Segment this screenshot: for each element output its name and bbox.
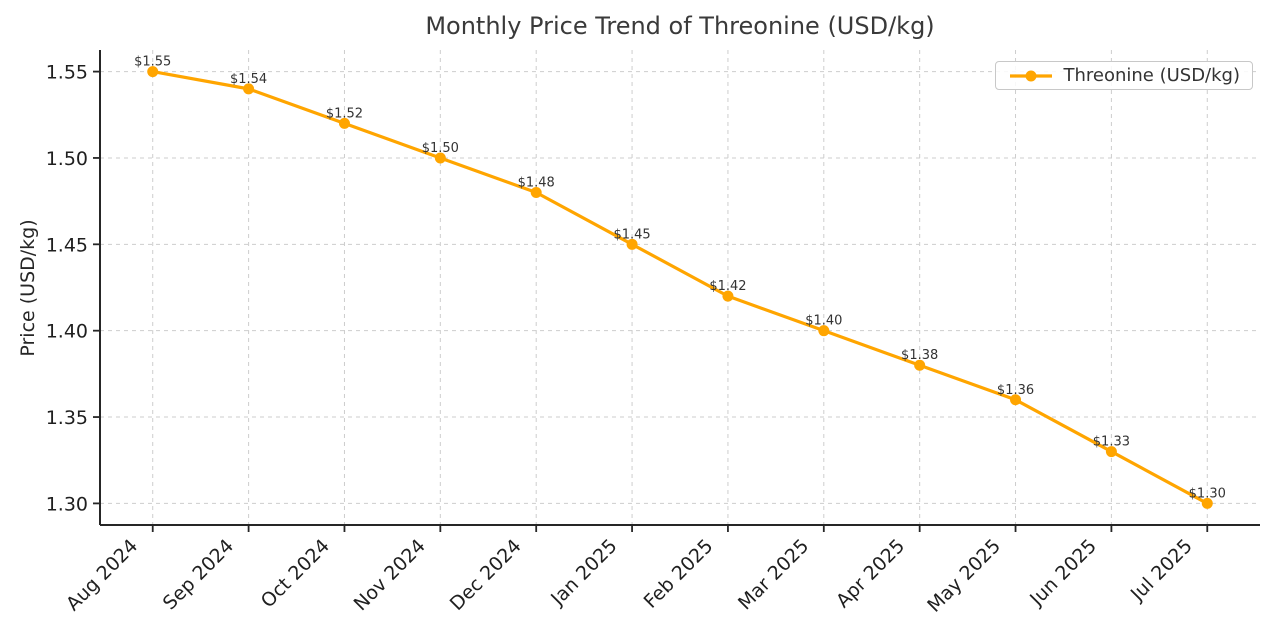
data-point-marker: [914, 359, 926, 371]
x-tick-label: May 2025: [923, 535, 1005, 617]
x-tick-label: Sep 2024: [159, 535, 238, 614]
x-tick-label: Jun 2025: [1025, 535, 1101, 611]
price-trend-line: [151, 69, 1209, 506]
x-tick-label: Feb 2025: [640, 535, 718, 613]
y-tick-label: 1.35: [46, 407, 88, 429]
y-tick-label: 1.30: [46, 493, 88, 515]
legend-label: Threonine (USD/kg): [1063, 65, 1240, 86]
data-point-label: $1.30: [1189, 486, 1226, 501]
legend-marker-dot: [1025, 70, 1037, 81]
legend-line-marker-icon: [1010, 70, 1053, 81]
data-point-marker: [530, 187, 542, 198]
data-point-label: $1.52: [326, 106, 363, 121]
data-point-marker: [243, 83, 255, 95]
x-tick-label: Oct 2024: [257, 535, 334, 612]
data-point-marker: [1105, 446, 1117, 458]
data-point-label: $1.45: [613, 227, 650, 242]
y-tick-label: 1.55: [46, 62, 88, 84]
y-tick-label: 1.50: [46, 148, 88, 170]
legend: Threonine (USD/kg): [995, 61, 1253, 90]
x-tick-label: Aug 2024: [62, 535, 142, 615]
data-point-marker: [1010, 394, 1022, 406]
data-point-label: $1.55: [134, 55, 171, 70]
x-tick-label: Jan 2025: [546, 535, 621, 610]
chart-title: Monthly Price Trend of Threonine (USD/kg…: [425, 12, 935, 40]
data-point-marker: [338, 117, 350, 129]
data-point-marker: [626, 238, 638, 250]
x-tick-label: Mar 2025: [734, 535, 813, 614]
data-point-label: $1.42: [709, 279, 746, 294]
data-point-label: $1.40: [805, 314, 842, 329]
data-point-marker: [434, 152, 446, 164]
data-point-marker: [1201, 497, 1213, 509]
data-point-label: $1.38: [901, 348, 938, 363]
x-tick-label: Jul 2025: [1126, 535, 1197, 606]
data-point-marker: [147, 66, 159, 78]
data-point-label: $1.36: [997, 383, 1034, 398]
x-tick-label: Dec 2024: [446, 535, 526, 615]
y-tick-label: 1.40: [46, 321, 88, 343]
y-tick-label: 1.45: [46, 234, 88, 256]
data-point-label: $1.48: [518, 176, 555, 191]
y-axis-label: Price (USD/kg): [17, 219, 39, 357]
data-point-label: $1.33: [1093, 435, 1130, 450]
data-point-label: $1.50: [422, 141, 459, 156]
x-tick-label: Nov 2024: [350, 535, 430, 615]
data-point-marker: [722, 290, 734, 302]
x-tick-label: Apr 2025: [832, 535, 909, 612]
data-point-label: $1.54: [230, 72, 267, 87]
data-point-marker: [818, 325, 830, 337]
